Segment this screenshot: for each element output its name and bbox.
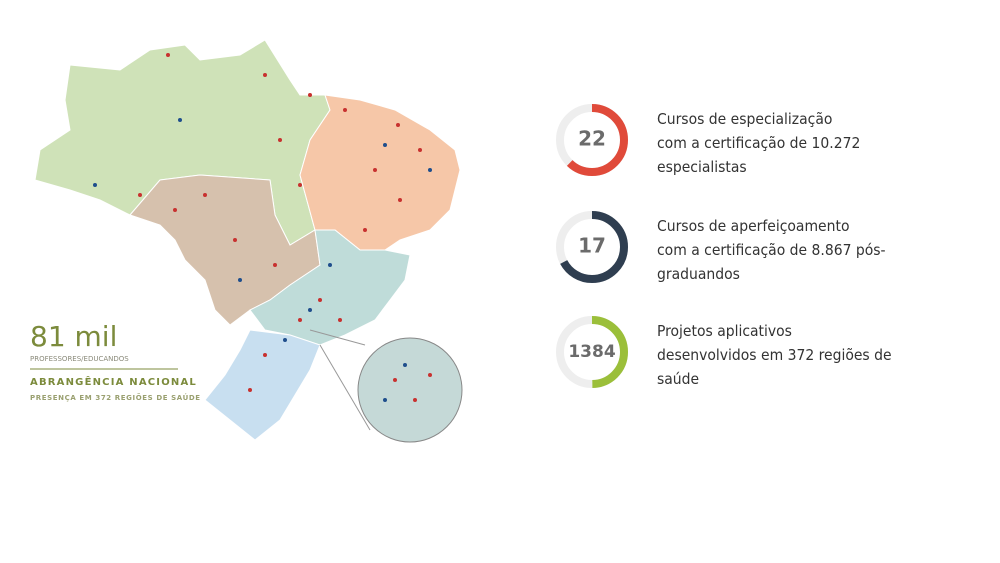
stat-ring: 1384	[556, 316, 628, 388]
region-southeast	[249, 229, 411, 346]
region-northeast	[299, 94, 461, 251]
stat-ring: 22	[556, 104, 628, 176]
zoom-line	[319, 344, 371, 431]
stat-line: com a certificação de 8.867 pós-	[657, 241, 886, 259]
summary-subheading: PRESENÇA EM 372 REGIÕES DE SAÚDE	[30, 393, 201, 402]
stat-line: saúde	[657, 370, 699, 388]
brazil-map	[34, 39, 463, 443]
stat-text: Cursos de especialização com a certifica…	[657, 110, 892, 388]
stat-line: graduandos	[657, 265, 740, 283]
city-dots	[93, 118, 432, 402]
stat-line: desenvolvidos em 372 regiões de	[657, 346, 892, 364]
stat-value: 17	[578, 234, 606, 258]
stat-value: 22	[578, 127, 606, 151]
stat-line: Cursos de especialização	[657, 110, 832, 128]
summary-caption: PROFESSORES/EDUCANDOS	[30, 355, 129, 363]
zoom-circle	[357, 337, 463, 443]
stat-line: Cursos de aperfeiçoamento	[657, 217, 849, 235]
stat-line: especialistas	[657, 158, 747, 176]
summary-number: 81 mil	[30, 320, 117, 353]
region-south	[204, 329, 321, 441]
stat-ring: 17	[556, 211, 628, 283]
stat-line: Projetos aplicativos	[657, 322, 792, 340]
stat-value: 1384	[568, 342, 615, 362]
city-dots	[138, 53, 432, 402]
stat-line: com a certificação de 10.272	[657, 134, 860, 152]
summary-heading: ABRANGÊNCIA NACIONAL	[30, 375, 197, 388]
zoom-line	[309, 329, 366, 346]
